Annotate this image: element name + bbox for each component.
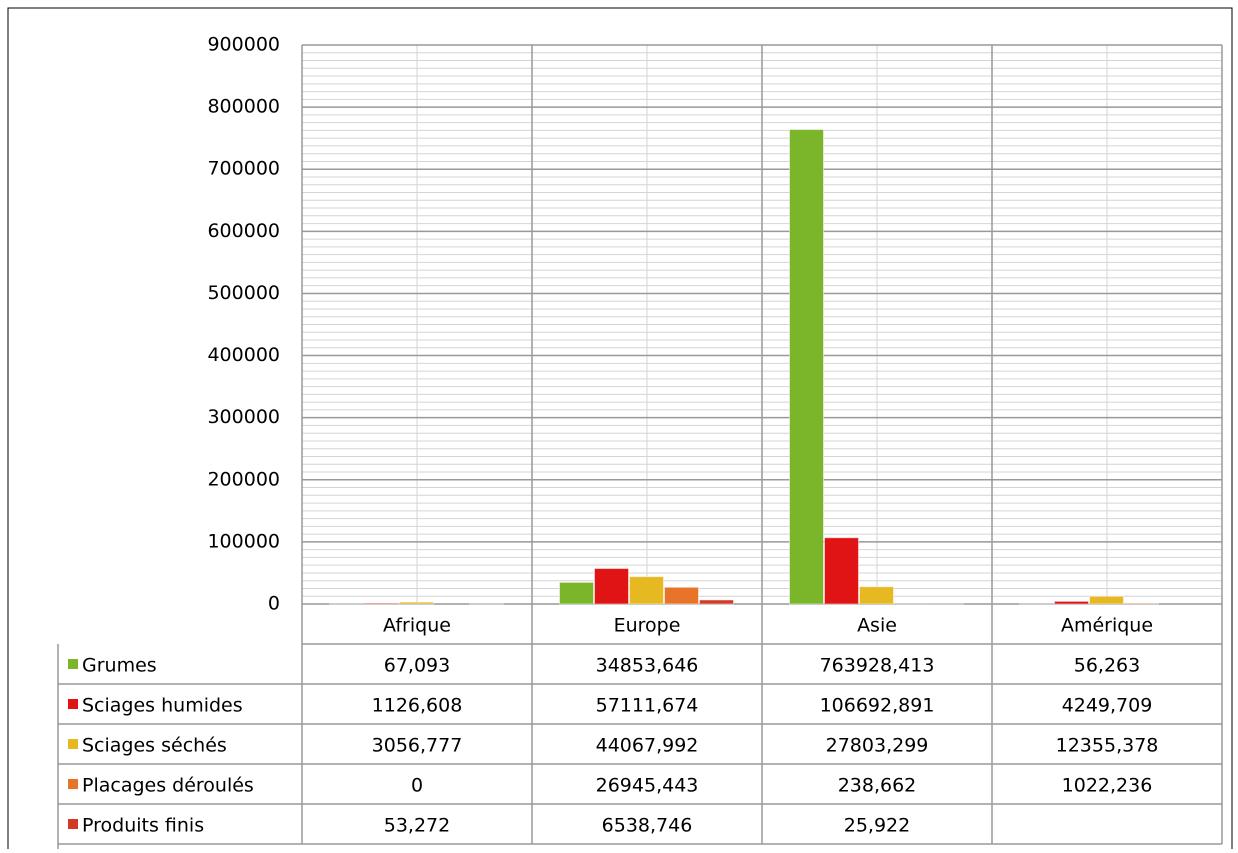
table-value: 56,263	[1074, 655, 1140, 677]
bar	[595, 569, 629, 604]
table-value: 57111,674	[596, 695, 699, 717]
table-value: 238,662	[838, 775, 917, 797]
table-value: 1126,608	[372, 695, 463, 717]
table-value: 3056,777	[372, 735, 463, 757]
bar	[665, 587, 699, 604]
x-tick-label: Europe	[614, 615, 681, 637]
table-value: 6538,746	[602, 815, 693, 837]
y-tick-label: 300000	[207, 406, 280, 428]
bar	[700, 600, 734, 604]
legend-label: Sciages séchés	[82, 735, 227, 757]
y-tick-label: 500000	[207, 282, 280, 304]
table-value: 26945,443	[596, 775, 699, 797]
table-value: 53,272	[384, 815, 450, 837]
y-tick-label: 200000	[207, 468, 280, 490]
y-tick-label: 600000	[207, 220, 280, 242]
x-tick-label: Amérique	[1061, 615, 1153, 637]
table-value: 106692,891	[820, 695, 935, 717]
table-value: 763928,413	[820, 655, 935, 677]
table-value: 34853,646	[596, 655, 699, 677]
table-value: 27803,299	[826, 735, 929, 757]
bar	[1055, 601, 1089, 604]
y-tick-label: 900000	[207, 34, 280, 56]
legend-key	[68, 779, 78, 789]
bar	[560, 582, 594, 604]
y-tick-label: 700000	[207, 158, 280, 180]
bar	[790, 130, 824, 604]
legend-key	[68, 699, 78, 709]
legend-label: Sciages humides	[82, 695, 243, 717]
table-value: 0	[411, 775, 423, 797]
legend-key	[68, 819, 78, 829]
bar	[400, 602, 434, 604]
legend-label: Grumes	[82, 655, 157, 677]
y-tick-label: 0	[268, 593, 280, 615]
table-value: 25,922	[844, 815, 910, 837]
y-tick-label: 400000	[207, 344, 280, 366]
bar	[860, 587, 894, 604]
bar	[630, 577, 664, 604]
legend-key	[68, 739, 78, 749]
bar	[1090, 596, 1124, 604]
chart-border	[8, 8, 1232, 849]
bar	[825, 538, 859, 604]
table-value: 12355,378	[1056, 735, 1159, 757]
y-tick-label: 800000	[207, 96, 280, 118]
x-tick-label: Asie	[857, 615, 897, 637]
table-value: 4249,709	[1062, 695, 1153, 717]
y-tick-label: 100000	[207, 530, 280, 552]
legend-label: Produits finis	[82, 815, 204, 837]
table-value: 44067,992	[596, 735, 699, 757]
table-value: 1022,236	[1062, 775, 1153, 797]
bar	[1125, 603, 1159, 604]
legend-label: Placages déroulés	[82, 775, 254, 797]
table-value: 67,093	[384, 655, 450, 677]
bar	[365, 603, 399, 604]
legend-key	[68, 659, 78, 669]
x-tick-label: Afrique	[383, 615, 451, 637]
